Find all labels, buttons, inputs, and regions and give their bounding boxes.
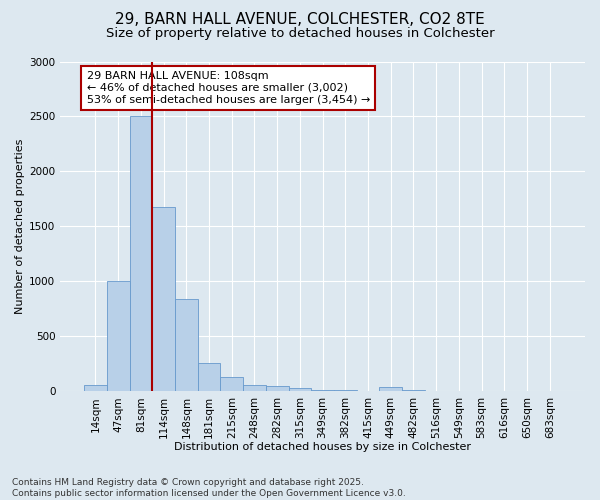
Bar (243, 385, 266, 392)
Text: 29 BARN HALL AVENUE: 108sqm
← 46% of detached houses are smaller (3,002)
53% of : 29 BARN HALL AVENUE: 108sqm ← 46% of det… (86, 72, 370, 104)
Text: 29, BARN HALL AVENUE, COLCHESTER, CO2 8TE: 29, BARN HALL AVENUE, COLCHESTER, CO2 8T… (115, 12, 485, 28)
Bar (402, 390, 425, 392)
Bar (84, 386, 107, 392)
Bar (334, 390, 357, 392)
Bar (289, 388, 311, 392)
Bar (357, 390, 379, 392)
Bar (175, 299, 198, 392)
Bar (379, 388, 402, 392)
Bar (152, 206, 175, 392)
Text: Contains HM Land Registry data © Crown copyright and database right 2025.
Contai: Contains HM Land Registry data © Crown c… (12, 478, 406, 498)
Text: Size of property relative to detached houses in Colchester: Size of property relative to detached ho… (106, 28, 494, 40)
Bar (198, 363, 220, 392)
Bar (107, 282, 130, 392)
Y-axis label: Number of detached properties: Number of detached properties (15, 138, 25, 314)
Bar (130, 116, 152, 392)
Bar (220, 377, 243, 392)
Bar (311, 390, 334, 392)
X-axis label: Distribution of detached houses by size in Colchester: Distribution of detached houses by size … (174, 442, 471, 452)
Bar (266, 386, 289, 392)
Bar (425, 391, 448, 392)
